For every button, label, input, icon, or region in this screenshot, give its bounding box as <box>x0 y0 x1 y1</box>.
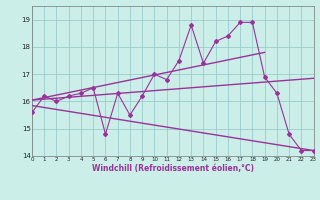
X-axis label: Windchill (Refroidissement éolien,°C): Windchill (Refroidissement éolien,°C) <box>92 164 254 173</box>
